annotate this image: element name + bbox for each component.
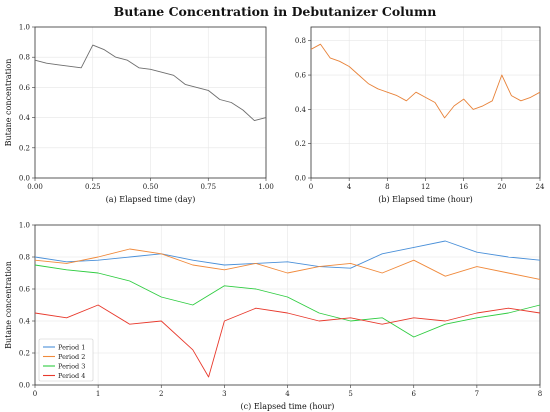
y-tick-label: 0.6 bbox=[295, 72, 307, 80]
x-tick-label: 0.50 bbox=[143, 183, 159, 191]
figure-title: Butane Concentration in Debutanizer Colu… bbox=[114, 4, 437, 19]
series-line-period-4 bbox=[34, 304, 541, 378]
x-tick-label: 7 bbox=[475, 390, 479, 398]
x-tick-label: 4 bbox=[347, 183, 352, 191]
x-tick-label: 0 bbox=[33, 390, 37, 398]
y-axis-label: Butane concentration bbox=[4, 59, 13, 147]
series-line-period-2 bbox=[34, 248, 541, 280]
y-tick-label: 1.0 bbox=[19, 222, 30, 230]
y-tick-label: 0.8 bbox=[295, 37, 306, 45]
x-tick-label: 1 bbox=[96, 390, 100, 398]
x-tick-label: 24 bbox=[536, 183, 545, 191]
x-tick-label: 12 bbox=[421, 183, 430, 191]
x-axis-label: (a) Elapsed time (day) bbox=[106, 195, 196, 204]
x-tick-label: 0 bbox=[309, 183, 313, 191]
y-tick-label: 0.2 bbox=[19, 144, 30, 152]
y-tick-label: 0.4 bbox=[295, 106, 307, 114]
x-tick-label: 8 bbox=[538, 390, 542, 398]
x-tick-label: 0.75 bbox=[200, 183, 216, 191]
y-tick-label: 0.2 bbox=[19, 350, 30, 358]
plot-frame bbox=[34, 26, 267, 179]
y-tick-label: 0.0 bbox=[19, 382, 30, 390]
legend-label: Period 4 bbox=[58, 372, 85, 380]
legend-label: Period 3 bbox=[58, 362, 85, 370]
legend-label: Period 2 bbox=[58, 353, 85, 361]
panel-b-chart: 0 4 8 12 16 20 24 0.0 0.2 0.4 0.6 0.8 (b) Elapsed ti… bbox=[295, 26, 545, 204]
y-tick-label: 0.8 bbox=[19, 254, 30, 262]
x-tick-label: 1.00 bbox=[258, 183, 274, 191]
series-line-period-3 bbox=[34, 264, 541, 338]
y-tick-label: 0.6 bbox=[19, 84, 31, 92]
y-tick-label: 0.8 bbox=[19, 54, 30, 62]
x-axis-label: (c) Elapsed time (hour) bbox=[241, 402, 335, 411]
legend-label: Period 1 bbox=[58, 343, 85, 351]
x-tick-label: 3 bbox=[222, 390, 226, 398]
y-tick-label: 0.6 bbox=[19, 286, 31, 294]
x-tick-label: 16 bbox=[459, 183, 468, 191]
y-tick-label: 0.4 bbox=[19, 114, 31, 122]
y-tick-label: 0.0 bbox=[295, 175, 306, 183]
x-tick-label: 0.00 bbox=[27, 183, 43, 191]
x-tick-label: 0.25 bbox=[85, 183, 101, 191]
x-axis-label: (b) Elapsed time (hour) bbox=[378, 195, 473, 204]
y-tick-label: 0.4 bbox=[19, 318, 31, 326]
x-tick-label: 2 bbox=[159, 390, 163, 398]
x-tick-label: 4 bbox=[285, 390, 290, 398]
x-tick-label: 5 bbox=[348, 390, 352, 398]
plot-frame bbox=[310, 26, 541, 179]
panel-c-chart: 0 1 2 3 4 5 6 7 8 0.0 0.2 0.4 0.6 0.8 1.0 (c) Elapsed t… bbox=[4, 222, 542, 412]
legend-box bbox=[38, 338, 94, 382]
y-tick-label: 0.0 bbox=[19, 175, 30, 183]
y-tick-label: 1.0 bbox=[19, 24, 30, 32]
y-axis-label: Butane concentration bbox=[4, 261, 13, 349]
x-tick-label: 6 bbox=[412, 390, 417, 398]
series-line bbox=[34, 44, 267, 122]
series-line-period-1 bbox=[34, 240, 541, 269]
x-tick-label: 8 bbox=[385, 183, 389, 191]
series-line bbox=[310, 43, 541, 119]
y-tick-label: 0.2 bbox=[295, 140, 306, 148]
x-tick-label: 20 bbox=[497, 183, 506, 191]
panel-a-chart: 0.00 0.25 0.50 0.75 1.00 0.0 0.2 0.4 0.6 0.8 1.0 (a… bbox=[4, 24, 274, 205]
